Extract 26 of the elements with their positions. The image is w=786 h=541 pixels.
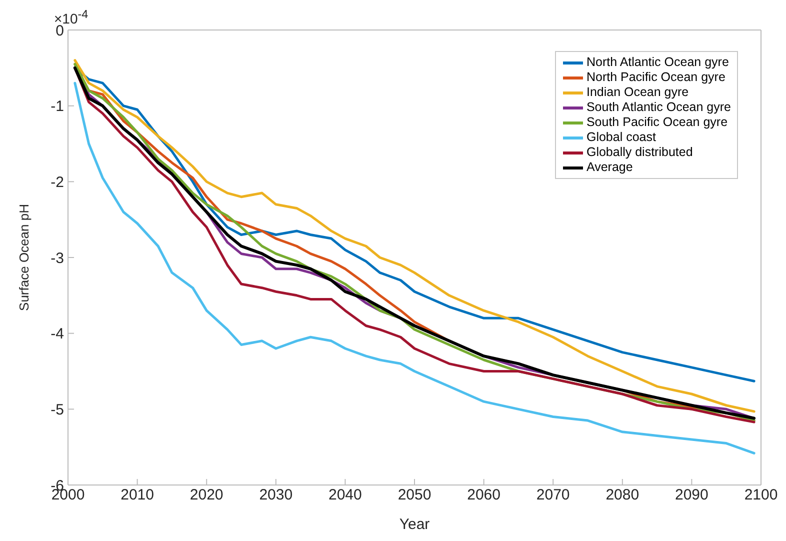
x-tick-label: 2100: [744, 486, 778, 504]
y-axis-title: Surface Ocean pH: [16, 204, 32, 311]
y-tick-label: -2: [50, 174, 64, 191]
y-tick-label: -5: [50, 401, 64, 418]
x-tick-label: 2040: [328, 486, 362, 504]
x-tick-label: 2060: [467, 486, 500, 504]
legend-label: Globally distributed: [586, 145, 693, 160]
legend-label: North Atlantic Ocean gyre: [586, 55, 729, 70]
y-tick-label: -1: [50, 98, 64, 116]
x-tick-label: 2020: [190, 486, 224, 504]
legend-label: South Pacific Ocean gyre: [586, 115, 728, 130]
x-tick-label: 2090: [675, 486, 708, 504]
x-tick-label: 2050: [398, 486, 432, 504]
y-tick-label: -4: [50, 326, 64, 343]
legend-label: South Atlantic Ocean gyre: [586, 100, 731, 115]
legend-label: North Pacific Ocean gyre: [586, 70, 726, 85]
x-tick-label: 2080: [606, 486, 640, 504]
legend-label: Indian Ocean gyre: [586, 85, 689, 100]
legend-label: Average: [586, 160, 633, 175]
x-tick-label: 2030: [259, 486, 293, 504]
y-tick-label: -3: [50, 250, 64, 267]
x-axis-title: Year: [399, 516, 430, 533]
y-tick-label: 0: [56, 22, 64, 40]
x-tick-label: 2010: [120, 486, 154, 504]
x-tick-label: 2070: [536, 486, 570, 504]
legend-label: Global coast: [586, 130, 656, 145]
